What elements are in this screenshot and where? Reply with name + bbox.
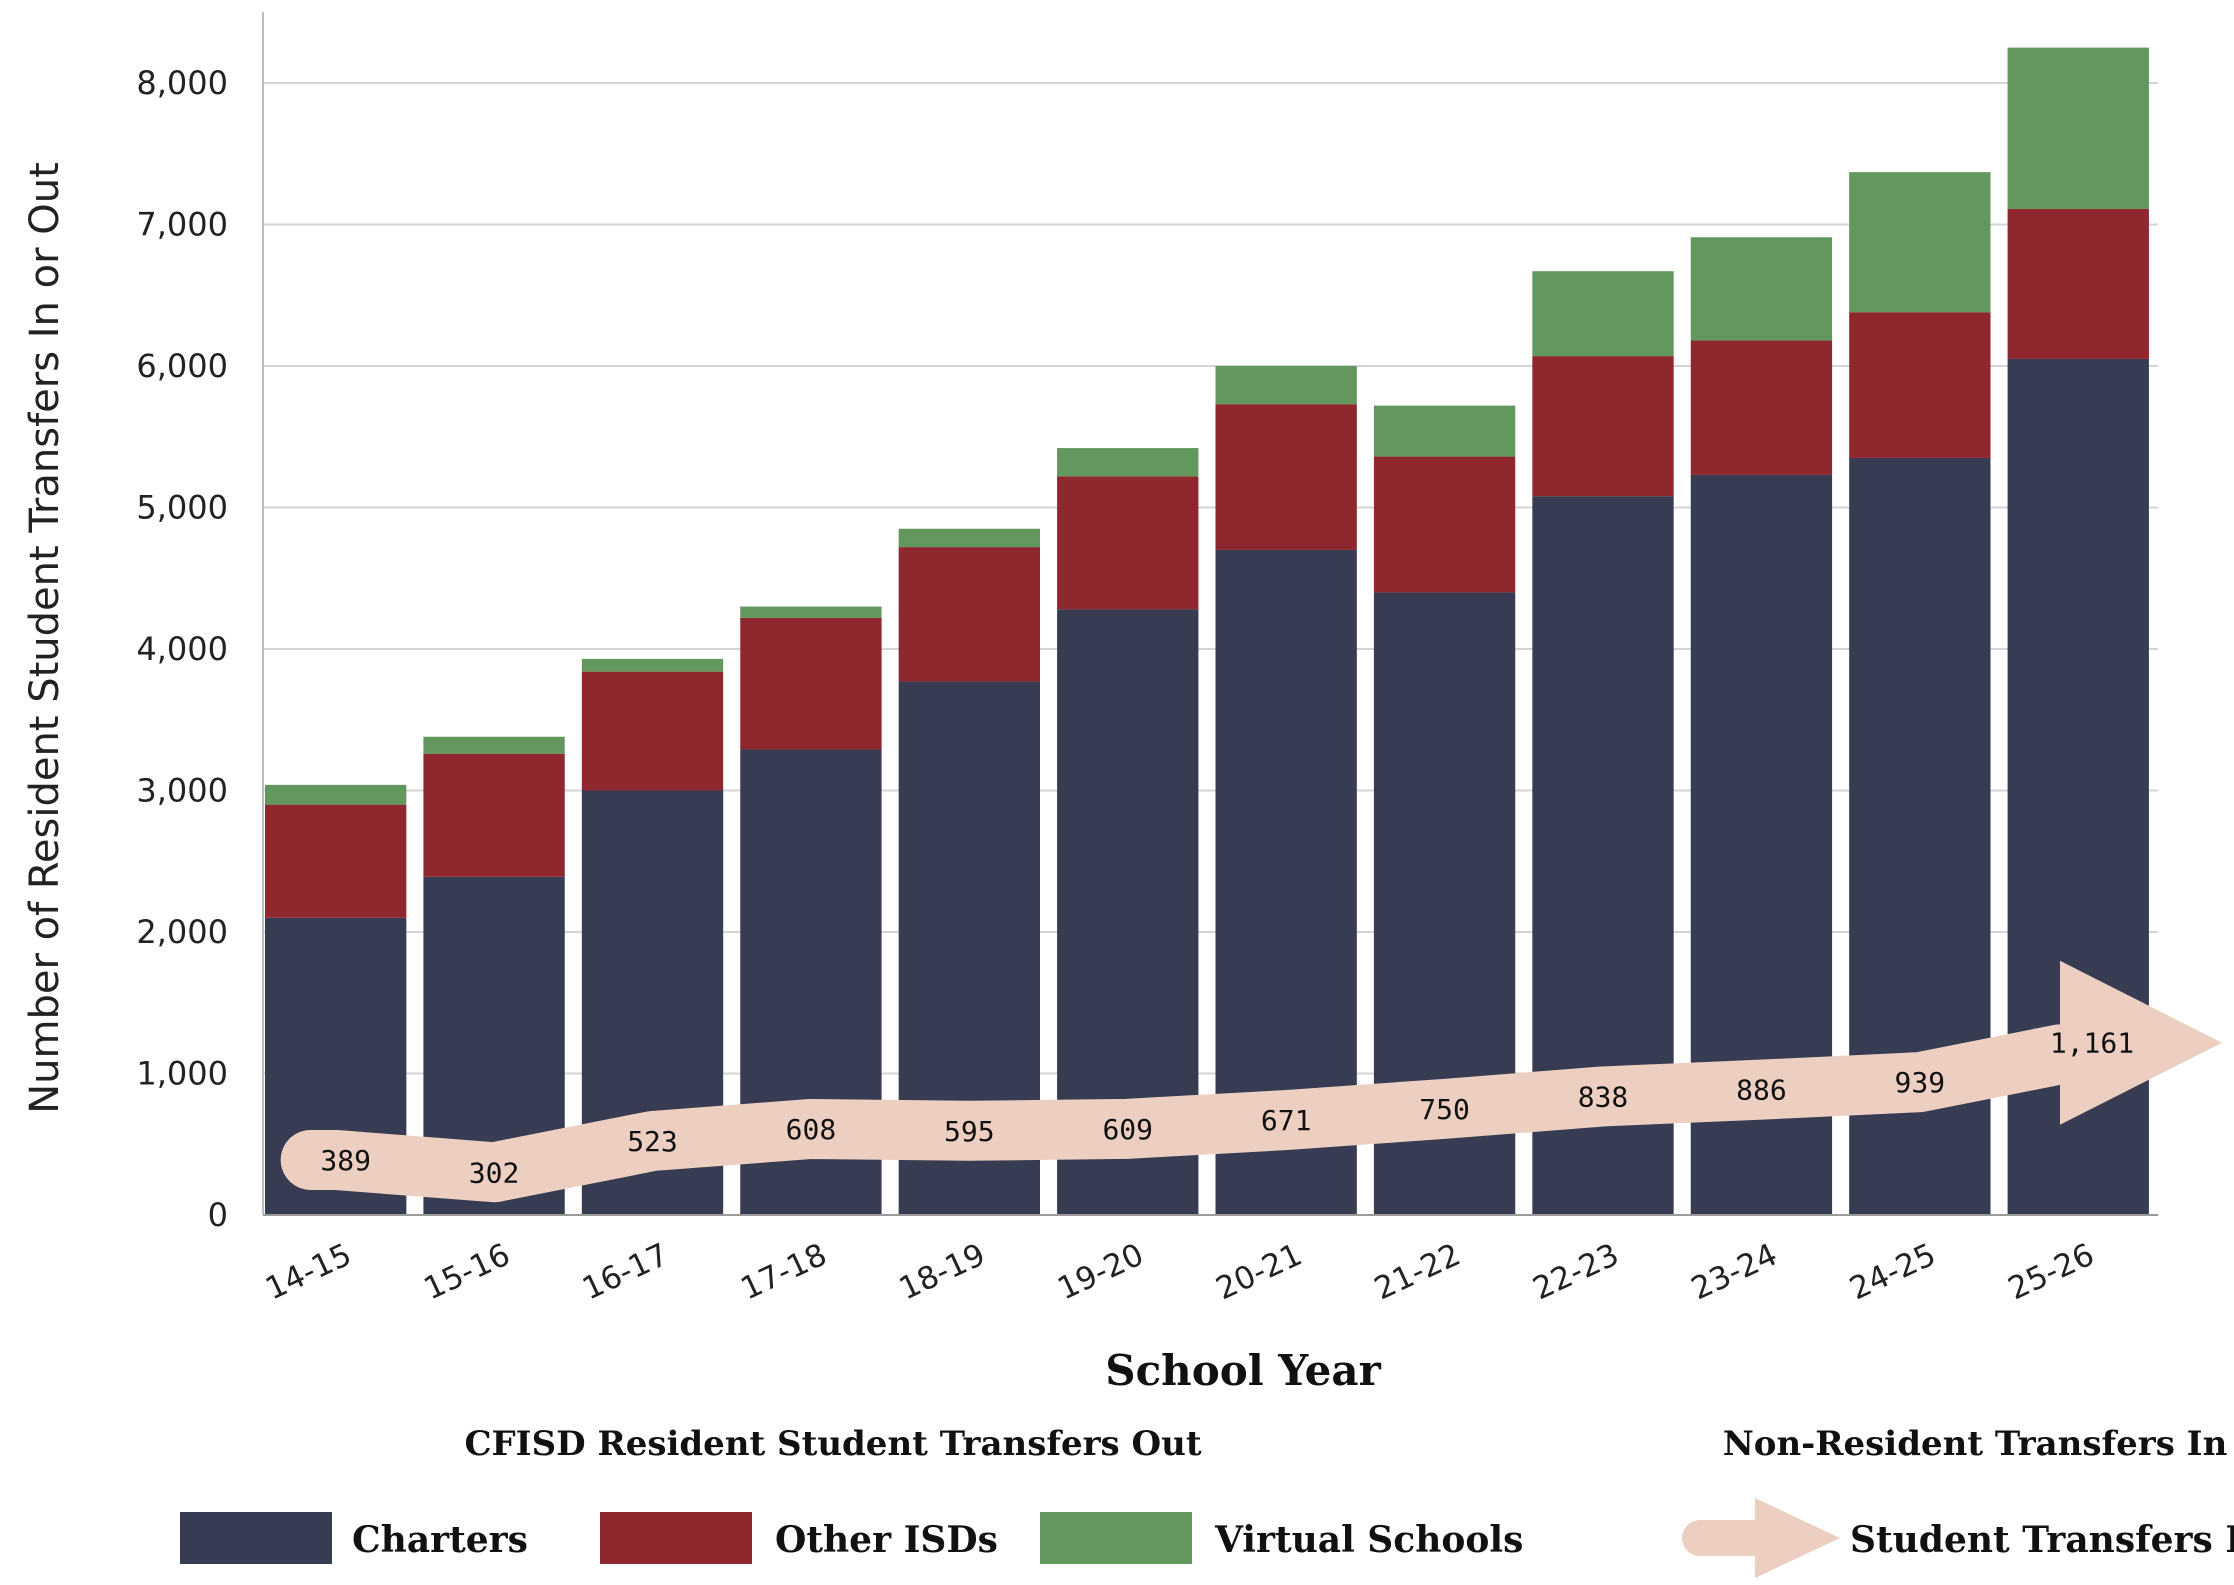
transfers-in-arrow: 389 302 523 608 595 609 671 750 838 886 939 1,161 xyxy=(280,960,2222,1203)
legend-label: Charters xyxy=(352,1519,528,1561)
transfers-in-arrowhead xyxy=(2060,960,2222,1125)
y-tick-label: 6,000 xyxy=(136,347,228,385)
legend-swatch-transfers-in-head xyxy=(1755,1498,1840,1578)
transfers-in-label: 595 xyxy=(944,1115,995,1148)
bar-other-isds-25-26 xyxy=(2007,208,2149,359)
y-tick-label: 0 xyxy=(208,1196,228,1234)
transfers-in-band xyxy=(280,1024,2090,1203)
legend-swatch-charters xyxy=(180,1512,332,1564)
y-tick-label: 4,000 xyxy=(136,630,228,668)
transfers-in-label: 1,161 xyxy=(2050,1027,2134,1060)
legend: CFISD Resident Student Transfers Out Non… xyxy=(180,1424,2234,1578)
x-tick-label: 23-24 xyxy=(1686,1237,1783,1308)
y-tick-label: 3,000 xyxy=(136,772,228,810)
legend-out-heading: CFISD Resident Student Transfers Out xyxy=(464,1424,1201,1464)
bar-virtual-schools-14-15 xyxy=(265,784,407,805)
x-tick-label: 18-19 xyxy=(894,1237,991,1308)
bar-virtual-schools-24-25 xyxy=(1849,172,1991,313)
legend-label: Student Transfers In xyxy=(1850,1519,2234,1561)
transfers-in-label: 838 xyxy=(1578,1080,1629,1113)
transfers-in-label: 608 xyxy=(786,1113,837,1146)
bar-other-isds-23-24 xyxy=(1690,340,1833,475)
y-tick-label: 5,000 xyxy=(136,489,228,527)
bar-virtual-schools-25-26 xyxy=(2007,47,2149,209)
bar-other-isds-14-15 xyxy=(265,804,407,918)
x-tick-label: 14-15 xyxy=(260,1237,357,1308)
y-tick-label: 1,000 xyxy=(136,1055,228,1093)
bar-other-isds-22-23 xyxy=(1532,356,1674,497)
x-tick-label: 24-25 xyxy=(1844,1237,1941,1308)
transfers-in-label: 671 xyxy=(1261,1104,1312,1137)
bar-virtual-schools-17-18 xyxy=(740,606,882,618)
y-tick-label: 7,000 xyxy=(136,206,228,244)
bar-virtual-schools-18-19 xyxy=(898,528,1041,548)
x-tick-label: 20-21 xyxy=(1211,1237,1308,1308)
x-tick-label: 17-18 xyxy=(735,1237,832,1308)
transfers-in-label: 609 xyxy=(1102,1113,1153,1146)
legend-label: Other ISDs xyxy=(775,1519,998,1561)
y-tick-labels: 0 1,000 2,000 3,000 4,000 5,000 6,000 7,000 8,00… xyxy=(136,64,228,1234)
x-tick-label: 15-16 xyxy=(419,1237,516,1308)
x-tick-label: 16-17 xyxy=(577,1237,674,1308)
bar-virtual-schools-22-23 xyxy=(1532,271,1674,357)
bar-other-isds-20-21 xyxy=(1215,404,1357,550)
legend-swatch-other-isds xyxy=(600,1512,752,1564)
legend-swatch-virtual-schools xyxy=(1040,1512,1192,1564)
transfers-in-label: 886 xyxy=(1736,1074,1787,1107)
legend-in-heading: Non-Resident Transfers In xyxy=(1723,1424,2228,1464)
bar-other-isds-21-22 xyxy=(1373,456,1516,593)
bar-virtual-schools-15-16 xyxy=(423,736,565,754)
transfers-in-label: 302 xyxy=(469,1156,520,1189)
y-tick-label: 2,000 xyxy=(136,913,228,951)
x-tick-label: 19-20 xyxy=(1052,1237,1149,1308)
transfers-in-label: 523 xyxy=(627,1125,678,1158)
bar-virtual-schools-21-22 xyxy=(1373,405,1516,457)
x-tick-label: 21-22 xyxy=(1369,1237,1466,1308)
bar-other-isds-24-25 xyxy=(1849,312,1991,458)
x-axis-title: School Year xyxy=(1105,1346,1381,1395)
bar-virtual-schools-16-17 xyxy=(581,658,724,672)
y-tick-label: 8,000 xyxy=(136,64,228,102)
bars xyxy=(265,47,2149,1216)
bar-other-isds-18-19 xyxy=(898,547,1041,682)
bar-other-isds-17-18 xyxy=(740,617,882,750)
bar-other-isds-15-16 xyxy=(423,753,565,877)
bar-other-isds-16-17 xyxy=(581,671,724,791)
bar-virtual-schools-19-20 xyxy=(1057,448,1199,477)
y-axis-title: Number of Resident Student Transfers In … xyxy=(22,162,68,1114)
bar-other-isds-19-20 xyxy=(1057,476,1199,610)
bar-virtual-schools-23-24 xyxy=(1690,237,1833,341)
axes xyxy=(262,12,2158,1216)
x-tick-label: 22-23 xyxy=(1528,1237,1625,1308)
x-tick-labels: 14-15 15-16 16-17 17-18 18-19 19-20 20-21 21-22… xyxy=(260,1237,2099,1308)
transfers-in-label: 389 xyxy=(320,1144,371,1177)
gridlines xyxy=(263,82,2158,1075)
x-tick-label: 25-26 xyxy=(2003,1237,2100,1308)
legend-label: Virtual Schools xyxy=(1214,1519,1523,1561)
bar-virtual-schools-20-21 xyxy=(1215,366,1357,405)
transfers-in-label: 750 xyxy=(1419,1093,1470,1126)
transfers-in-label: 939 xyxy=(1895,1066,1946,1099)
